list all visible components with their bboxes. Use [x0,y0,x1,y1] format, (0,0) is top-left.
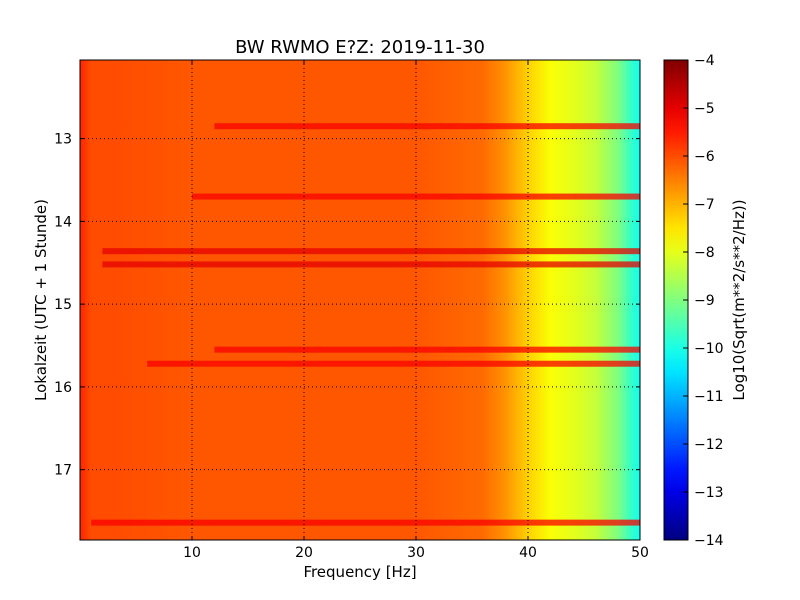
y-tick-label: 14 [54,214,72,230]
colorbar-tick-label: −11 [694,389,724,405]
x-axis-label: Frequency [Hz] [303,563,416,581]
colorbar-tick-label: −7 [694,197,715,213]
colorbar-tick-label: −4 [694,53,715,69]
y-axis: 13 14 15 16 17 [54,132,640,479]
spectrogram-background [80,60,640,540]
y-tick-label: 13 [54,132,72,148]
plot-area [79,59,641,541]
x-tick-label: 50 [631,545,649,561]
spectral-band [102,261,640,268]
colorbar-tick-label: −14 [694,533,724,549]
x-tick-label: 10 [183,545,201,561]
x-axis: 10 20 30 40 50 [183,60,649,561]
colorbar-ticks: −4 −5 −6 −7 −8 −9 −10 −11 −12 −13 −14 [683,53,724,549]
colorbar-tick-label: −6 [694,149,715,165]
colorbar-tick-label: −13 [694,485,724,501]
plot-frame [79,59,641,541]
colorbar-tick-label: −12 [694,437,724,453]
chart-title: BW RWMO E?Z: 2019-11-30 [235,37,485,58]
y-tick-label: 16 [54,380,72,396]
colorbar-tick-label: −10 [694,341,724,357]
colorbar-tick-label: −9 [694,293,715,309]
x-tick-label: 40 [519,545,537,561]
spectral-band [147,360,640,367]
spectral-band [214,123,640,130]
colorbar-tick-label: −5 [694,101,715,117]
spectral-band [102,248,640,255]
colorbar-tick-label: −8 [694,245,715,261]
x-tick-label: 30 [407,545,425,561]
y-axis-label: Lokalzeit (UTC + 1 Stunde) [32,199,50,401]
y-tick-label: 17 [54,463,72,479]
colorbar-label: Log10(Sqrt(m**2/s**2/Hz)) [730,199,748,400]
grid-lines [80,60,640,540]
spectral-band [214,346,640,353]
colorbar: −4 −5 −6 −7 −8 −9 −10 −11 −12 −13 −14 Log10(Sqrt(m… [663,53,748,549]
spectral-band [91,519,640,526]
y-tick-label: 15 [54,297,72,313]
x-tick-label: 20 [295,545,313,561]
